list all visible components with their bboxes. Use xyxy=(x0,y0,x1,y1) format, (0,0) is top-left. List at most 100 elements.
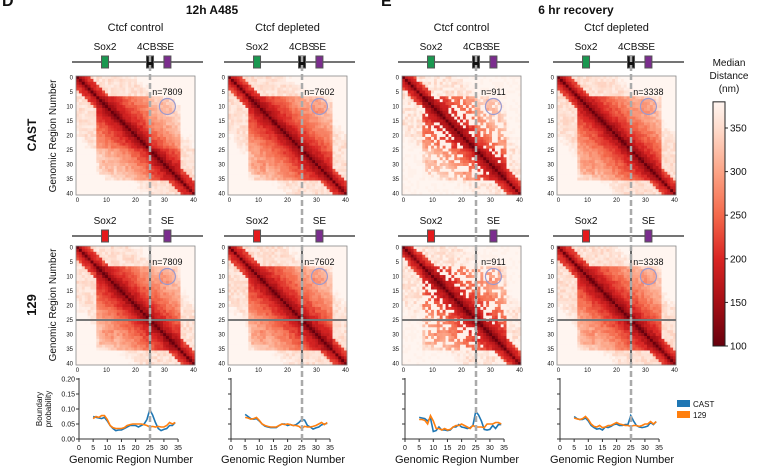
heatmap-cell xyxy=(268,105,272,109)
heatmap-cell xyxy=(259,90,264,94)
heatmap-cell xyxy=(142,107,146,112)
heatmap-cell xyxy=(192,93,196,97)
heatmap-cell xyxy=(306,84,310,88)
heatmap-cell xyxy=(125,321,129,325)
heatmap-cell xyxy=(122,134,126,138)
heatmap-cell xyxy=(90,304,94,308)
heatmap-cell xyxy=(102,139,106,144)
heatmap-cell xyxy=(93,107,97,112)
heatmap-cell xyxy=(288,151,293,155)
heatmap-cell xyxy=(326,116,330,120)
heatmap-cell xyxy=(119,136,123,141)
heatmap-cell xyxy=(81,304,86,308)
heatmap-cell xyxy=(326,90,330,94)
heatmap-cell xyxy=(174,186,178,190)
heatmap-cell xyxy=(76,251,80,256)
heatmap-cell xyxy=(76,90,80,94)
heatmap-cell xyxy=(297,76,301,80)
heatmap-cell xyxy=(122,81,126,86)
heatmap-cell xyxy=(119,248,123,253)
heatmap-cell xyxy=(177,90,181,94)
heatmap-cell xyxy=(105,151,109,155)
heatmap-cell xyxy=(163,347,167,351)
heatmap-cell xyxy=(116,275,120,279)
heatmap-cell xyxy=(128,136,132,141)
heatmap-cell xyxy=(96,350,100,354)
heatmap-cell xyxy=(165,171,170,175)
heatmap-cell xyxy=(145,110,149,115)
heatmap-cell xyxy=(291,110,296,115)
heatmap-cell xyxy=(81,148,86,152)
heatmap-cell xyxy=(174,304,178,308)
heatmap-cell xyxy=(145,142,149,146)
heatmap-cell xyxy=(119,142,123,146)
heatmap-cell xyxy=(119,341,123,345)
heatmap-cell xyxy=(136,295,141,299)
heatmap-cell xyxy=(145,312,149,316)
heatmap-cell xyxy=(326,119,330,123)
heatmap-cell xyxy=(87,145,91,149)
heatmap-cell xyxy=(131,142,135,146)
heatmap-cell xyxy=(125,246,129,250)
sox2-label: Sox2 xyxy=(246,42,269,53)
heatmap-cell xyxy=(309,102,313,106)
heatmap-cell xyxy=(174,330,178,334)
heatmap-cell xyxy=(254,134,258,138)
heatmap-cell xyxy=(326,125,330,129)
heatmap-cell xyxy=(157,125,161,129)
heatmap-cell xyxy=(163,154,167,158)
heatmap-cell xyxy=(107,275,112,279)
heatmap-cell xyxy=(76,81,80,86)
heatmap-cell xyxy=(344,142,348,146)
heatmap-cell xyxy=(189,266,193,270)
heatmap-cell xyxy=(174,116,178,120)
heatmap-cell xyxy=(174,341,178,345)
heatmap-cell xyxy=(160,136,164,141)
heatmap-cell xyxy=(323,168,327,173)
heatmap-cell xyxy=(107,277,112,282)
x-tick-label: 25 xyxy=(146,445,154,452)
heatmap-cell xyxy=(236,134,240,138)
heatmap-cell xyxy=(96,186,100,190)
heatmap-cell xyxy=(145,171,149,175)
heatmap-cell xyxy=(139,87,144,91)
heatmap-cell xyxy=(297,105,301,109)
heatmap-cell xyxy=(125,168,129,173)
heatmap-cell xyxy=(192,254,196,258)
heatmap-cell xyxy=(99,102,103,106)
heatmap-cell xyxy=(84,286,88,290)
heatmap-cell xyxy=(76,122,80,126)
heatmap-cell xyxy=(76,134,80,138)
heatmap-cell xyxy=(99,76,103,80)
heatmap-cell xyxy=(122,272,126,276)
heatmap-cell xyxy=(99,151,103,155)
heatmap-cell xyxy=(139,186,144,190)
heatmap-cell xyxy=(122,246,126,250)
heatmap-cell xyxy=(128,248,132,253)
heatmap-cell xyxy=(248,160,252,164)
heatmap-cell xyxy=(105,344,109,348)
heatmap-cell xyxy=(309,154,313,158)
heatmap-x-tick: 0 xyxy=(76,368,80,374)
heatmap-cell xyxy=(142,119,146,123)
heatmap-cell xyxy=(254,78,258,83)
heatmap-cell xyxy=(157,99,161,103)
heatmap-cell xyxy=(84,165,88,170)
heatmap-cell xyxy=(277,116,281,120)
heatmap-cell xyxy=(76,286,80,290)
heatmap-cell xyxy=(329,174,333,178)
heatmap-cell xyxy=(312,154,316,158)
heatmap-cell xyxy=(297,157,301,161)
heatmap-cell xyxy=(154,295,158,299)
heatmap-cell xyxy=(163,145,167,149)
heatmap-cell xyxy=(84,295,88,299)
heatmap-cell xyxy=(228,87,232,91)
heatmap-cell xyxy=(286,157,290,161)
heatmap-cell xyxy=(76,102,80,106)
heatmap-cell xyxy=(113,283,117,287)
heatmap-cell xyxy=(102,350,106,354)
heatmap-cell xyxy=(277,177,281,181)
heatmap-cell xyxy=(84,350,88,354)
heatmap-cell xyxy=(280,177,284,181)
